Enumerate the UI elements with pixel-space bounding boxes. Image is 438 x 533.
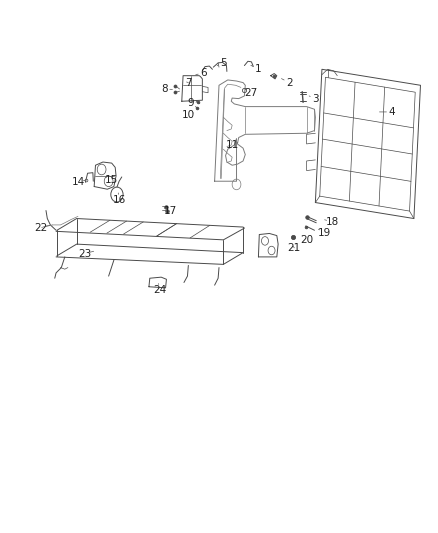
Text: 20: 20: [300, 235, 313, 245]
Text: 7: 7: [185, 78, 192, 87]
Text: 10: 10: [182, 110, 195, 120]
Text: 8: 8: [161, 84, 168, 94]
Text: 24: 24: [153, 285, 166, 295]
Text: 6: 6: [200, 68, 207, 78]
Text: 21: 21: [288, 243, 301, 253]
Text: 19: 19: [318, 228, 331, 238]
Text: 17: 17: [164, 206, 177, 216]
Text: 5: 5: [220, 58, 227, 68]
Text: 15: 15: [105, 175, 118, 184]
Text: 1: 1: [255, 64, 262, 74]
Text: 3: 3: [312, 94, 319, 103]
Text: 18: 18: [325, 217, 339, 227]
Text: 11: 11: [226, 140, 239, 150]
Text: 4: 4: [389, 107, 396, 117]
Text: 23: 23: [78, 249, 91, 259]
Text: 2: 2: [286, 78, 293, 87]
Text: 22: 22: [34, 223, 47, 232]
Text: 16: 16: [113, 195, 126, 205]
Text: 27: 27: [244, 88, 258, 98]
Text: 9: 9: [187, 99, 194, 108]
Text: 14: 14: [71, 177, 85, 187]
